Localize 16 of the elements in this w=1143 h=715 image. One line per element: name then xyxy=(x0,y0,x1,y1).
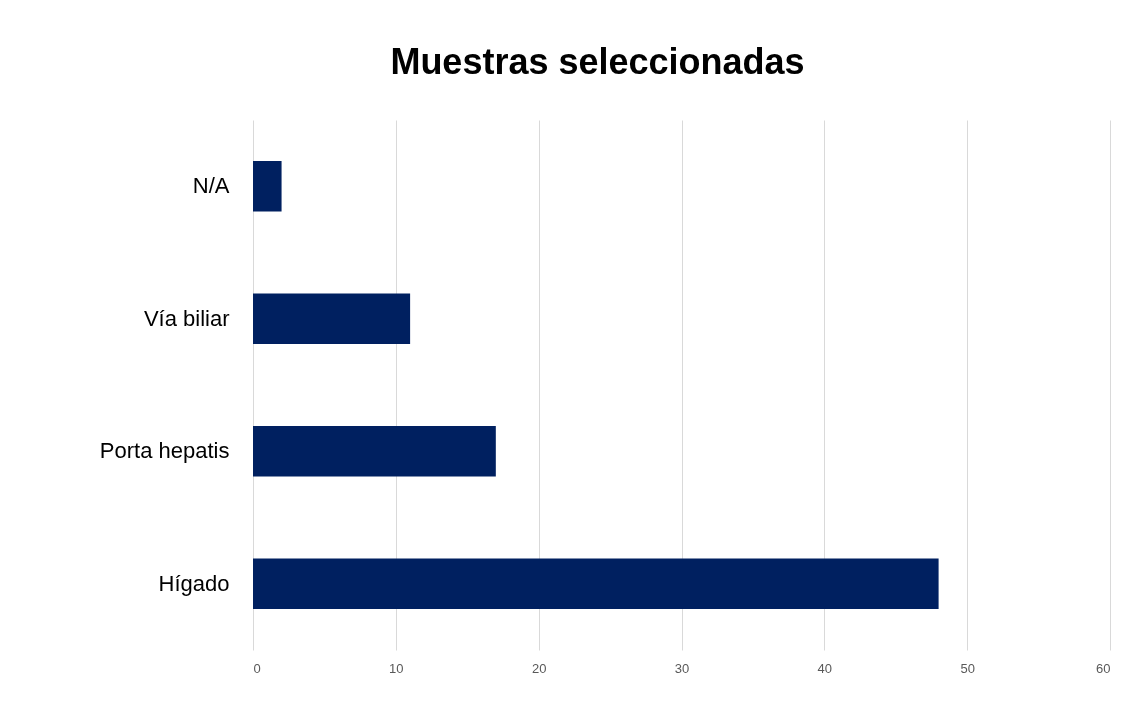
bar xyxy=(253,558,939,609)
bar xyxy=(253,293,411,344)
bar xyxy=(253,426,496,477)
x-tick-label: 30 xyxy=(674,660,690,676)
bar xyxy=(253,161,282,212)
chart-title: Muestras seleccionadas xyxy=(390,41,805,82)
x-tick-label: 20 xyxy=(531,660,547,676)
x-tick-label: 0 xyxy=(253,660,261,676)
y-tick-label: Vía biliar xyxy=(143,305,230,331)
x-tick-label: 60 xyxy=(1096,660,1111,676)
y-tick-label: Porta hepatis xyxy=(99,438,230,464)
x-tick-label: 40 xyxy=(817,660,833,676)
x-tick-label: 50 xyxy=(960,660,975,676)
y-tick-label: N/A xyxy=(192,173,230,199)
y-tick-label: Hígado xyxy=(158,570,230,596)
x-tick-label: 10 xyxy=(389,660,404,676)
